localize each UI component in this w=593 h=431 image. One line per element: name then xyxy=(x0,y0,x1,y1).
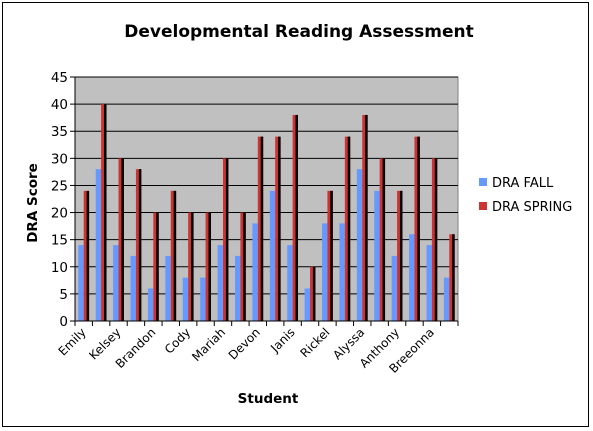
bar-shadow xyxy=(312,266,316,321)
x-category-label: Devon xyxy=(226,325,263,362)
y-tick-label: 25 xyxy=(51,178,68,194)
bar-dra-spring xyxy=(344,136,351,321)
x-category-label: Rickel xyxy=(298,325,333,360)
bar-dra-spring xyxy=(188,212,194,321)
bar-shadow xyxy=(208,212,211,321)
chart-frame: Developmental Reading Assessment 0 5 10 15 2… xyxy=(2,2,589,427)
bar-shadow xyxy=(365,114,368,322)
bar-dra-spring xyxy=(310,266,316,321)
bar-dra-fall xyxy=(147,288,154,321)
bar-dra-spring xyxy=(222,158,229,321)
bar-dra-fall xyxy=(78,245,84,321)
bar-dra-fall xyxy=(182,277,189,321)
bar-dra-fall xyxy=(217,245,223,321)
bar-dra-fall xyxy=(113,245,119,321)
y-tick-label: 10 xyxy=(51,260,68,276)
bar-dra-fall xyxy=(426,245,432,321)
bar-dra-fall xyxy=(165,255,171,321)
bar-dra-spring xyxy=(240,212,246,321)
bar-shadow xyxy=(330,190,333,321)
y-tick-label: 0 xyxy=(59,314,68,330)
bar-shadow xyxy=(191,212,194,321)
bar-dra-spring xyxy=(292,114,299,322)
y-axis-ticks: 0 5 10 15 20 25 30 35 40 45 xyxy=(51,70,75,330)
bar-dra-fall xyxy=(322,223,328,321)
bar-shadow xyxy=(399,190,403,321)
chart-title: Developmental Reading Assessment xyxy=(124,22,474,42)
bar-dra-spring xyxy=(414,136,420,321)
bar-dra-spring xyxy=(257,136,264,321)
legend-swatch xyxy=(479,178,487,186)
bar-shadow xyxy=(243,212,246,321)
x-category-label: Cody xyxy=(162,325,193,356)
bar-dra-spring xyxy=(205,212,211,321)
bar-dra-fall xyxy=(95,169,102,321)
bar-shadow xyxy=(173,190,177,321)
bar-dra-spring xyxy=(101,104,107,321)
bar-dra-spring xyxy=(362,114,368,322)
bar-shadow xyxy=(138,169,142,321)
bar-dra-spring xyxy=(379,158,386,321)
x-axis-title: Student xyxy=(238,391,299,407)
bar-dra-spring xyxy=(170,190,177,321)
bar-shadow xyxy=(260,136,264,321)
bar-dra-fall xyxy=(391,255,398,321)
bar-dra-spring xyxy=(135,169,142,321)
y-tick-label: 40 xyxy=(51,97,68,113)
bar-dra-fall xyxy=(374,190,380,321)
bar-dra-spring xyxy=(397,190,403,321)
bar-shadow xyxy=(347,136,351,321)
bar-dra-spring xyxy=(449,234,455,321)
x-category-label: Mariah xyxy=(189,325,228,364)
bar-dra-spring xyxy=(327,190,333,321)
bar-dra-spring xyxy=(118,158,124,321)
bar-shadow xyxy=(452,234,455,321)
axes xyxy=(74,77,459,326)
bar-dra-spring xyxy=(431,158,438,321)
bar-dra-fall xyxy=(287,245,293,321)
bar-dra-fall xyxy=(356,169,363,321)
y-tick-label: 45 xyxy=(51,70,68,86)
bar-shadow xyxy=(417,136,420,321)
bar-dra-fall xyxy=(130,255,136,321)
bar-shadow xyxy=(104,104,107,321)
bar-dra-fall xyxy=(200,277,206,321)
bar-shadow xyxy=(295,114,299,322)
bar-dra-spring xyxy=(275,136,281,321)
bar-dra-fall xyxy=(304,288,311,321)
bar-dra-spring xyxy=(83,190,90,321)
bar-shadow xyxy=(121,158,124,321)
legend-label: DRA FALL xyxy=(492,176,554,191)
y-tick-label: 30 xyxy=(51,151,68,167)
bar-dra-fall xyxy=(443,277,450,321)
bar-dra-fall xyxy=(252,223,258,321)
bar-dra-fall xyxy=(339,223,345,321)
bar-dra-fall xyxy=(409,234,415,321)
bar-shadow xyxy=(86,190,90,321)
legend-label: DRA SPRING xyxy=(492,200,572,215)
bars xyxy=(78,104,455,322)
x-category-label: Emily xyxy=(56,325,89,358)
y-tick-label: 35 xyxy=(51,124,68,140)
y-tick-label: 20 xyxy=(51,206,68,222)
bar-dra-fall xyxy=(269,190,276,321)
y-axis-title: DRA Score xyxy=(25,163,41,243)
bar-shadow xyxy=(278,136,281,321)
bar-shadow xyxy=(225,158,229,321)
bar-shadow xyxy=(382,158,386,321)
bar-shadow xyxy=(156,212,159,321)
bar-dra-fall xyxy=(234,255,241,321)
legend: DRA FALL DRA SPRING xyxy=(479,176,572,215)
bar-dra-spring xyxy=(153,212,159,321)
x-category-label: Janis xyxy=(267,325,297,355)
bar-chart: Developmental Reading Assessment 0 5 10 15 2… xyxy=(25,22,572,407)
bar-shadow xyxy=(434,158,438,321)
y-tick-label: 15 xyxy=(51,233,68,249)
legend-swatch xyxy=(479,202,487,210)
y-tick-label: 5 xyxy=(59,287,68,303)
